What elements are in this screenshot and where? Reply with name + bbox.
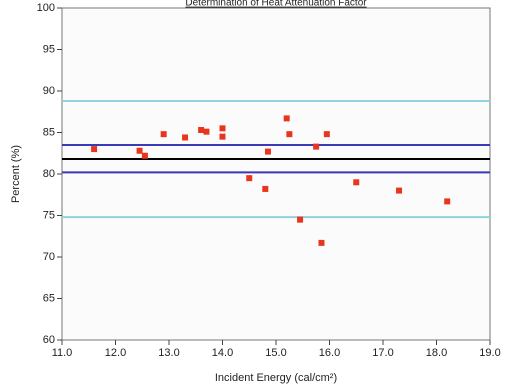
point: [219, 133, 226, 140]
chart-title: Determination of Heat Attenuation Factor: [185, 0, 367, 9]
y-axis-title: Percent (%): [10, 145, 22, 203]
point: [297, 216, 304, 223]
y-tick-label: 70: [43, 251, 55, 263]
x-tick-label: 15.0: [265, 347, 286, 359]
point: [246, 175, 253, 182]
point: [198, 127, 205, 134]
point: [286, 131, 293, 138]
x-tick-label: 16.0: [319, 347, 340, 359]
point: [264, 148, 271, 155]
point: [396, 187, 403, 194]
point: [91, 146, 98, 153]
point: [219, 125, 226, 132]
y-tick-label: 75: [43, 209, 55, 221]
y-tick-label: 65: [43, 292, 55, 304]
point: [283, 115, 290, 122]
point: [444, 198, 451, 205]
y-tick-label: 100: [37, 2, 55, 14]
plot-area: [61, 7, 491, 341]
x-tick-label: 18.0: [426, 347, 447, 359]
point: [203, 128, 210, 135]
x-tick-label: 17.0: [372, 347, 393, 359]
point: [323, 131, 330, 138]
point: [313, 143, 320, 150]
point: [141, 152, 148, 159]
y-tick-label: 85: [43, 126, 55, 138]
x-tick-label: 19.0: [479, 347, 500, 359]
point: [136, 147, 143, 154]
point: [353, 179, 360, 186]
point: [318, 239, 325, 246]
point: [160, 131, 167, 138]
y-tick-label: 95: [43, 43, 55, 55]
x-tick-label: 14.0: [212, 347, 233, 359]
y-tick-label: 80: [43, 168, 55, 180]
y-tick-label: 60: [43, 334, 55, 346]
point: [182, 134, 189, 141]
y-tick-label: 90: [43, 85, 55, 97]
x-tick-label: 12.0: [105, 347, 126, 359]
x-axis-title: Incident Energy (cal/cm²): [215, 372, 337, 384]
x-tick-label: 11.0: [52, 347, 73, 359]
x-tick-label: 13.0: [158, 347, 179, 359]
point: [262, 185, 269, 192]
